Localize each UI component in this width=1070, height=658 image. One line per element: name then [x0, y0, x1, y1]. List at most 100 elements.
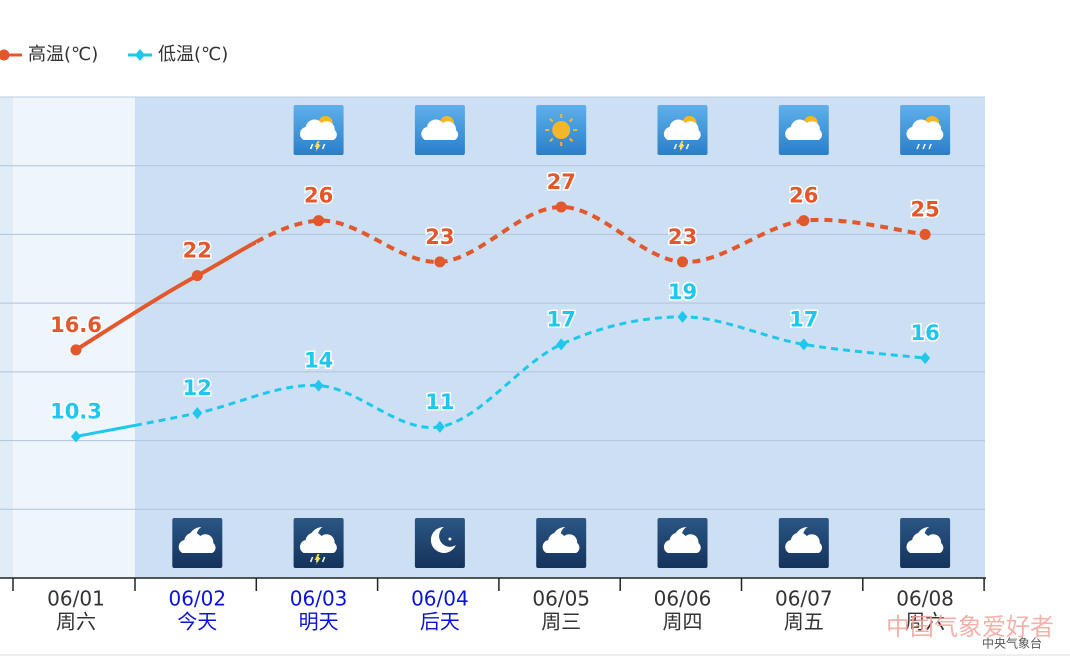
icon-drop [309, 556, 314, 563]
x-tick-sublabel: 周四 [663, 610, 703, 634]
icon-drop [309, 143, 314, 150]
data-label: 26 [789, 184, 818, 208]
weather-icon [172, 518, 223, 568]
data-label: 16 [910, 321, 939, 345]
weather-icon [293, 518, 344, 568]
series-line-forecast [256, 204, 926, 264]
point [71, 430, 81, 443]
data-label: 17 [547, 307, 576, 331]
data-label: 23 [425, 225, 454, 249]
legend-marker [0, 49, 10, 61]
icon-cloud [299, 119, 337, 140]
data-label: 14 [304, 349, 333, 373]
series-line-forecast [135, 315, 926, 430]
icon-drop [673, 143, 678, 150]
icon-drop [685, 143, 690, 150]
icon-drop [928, 143, 932, 150]
x-tick-sublabel: 周五 [784, 610, 824, 634]
icon-moon [430, 527, 456, 554]
plot-bg-past [13, 97, 135, 578]
x-tick-sublabel: 周三 [541, 610, 581, 634]
point [677, 256, 688, 268]
weather-icon [536, 105, 587, 155]
icon-bolt [314, 141, 321, 152]
point [798, 215, 810, 227]
weather-icon [900, 518, 951, 568]
weather-icon [293, 105, 344, 155]
x-tick-label: 06/06 [654, 587, 712, 611]
weather-icon [536, 518, 587, 568]
point [798, 338, 809, 351]
x-tick-label: 06/08 [896, 587, 954, 611]
point [70, 344, 82, 356]
x-tick-sublabel: 今天 [177, 610, 217, 634]
data-label: 10.3 [50, 399, 102, 423]
icon-cloud [785, 532, 823, 553]
x-tick-label: 06/05 [532, 587, 590, 611]
point [313, 379, 324, 392]
data-label: 25 [910, 197, 939, 221]
icon-drop [321, 143, 326, 150]
icon-cloud [299, 532, 337, 553]
icon-cloud [421, 119, 459, 140]
x-tick-sublabel: 后天 [420, 610, 460, 634]
x-tick-label: 06/04 [411, 587, 469, 611]
weather-icon [657, 518, 708, 568]
data-label: 11 [425, 390, 454, 414]
icon-star [448, 537, 452, 541]
x-tick-sublabel: 周六 [56, 610, 96, 634]
x-tick-label: 06/01 [47, 587, 105, 611]
x-tick-sublabel: 周六 [905, 610, 945, 634]
data-label: 26 [304, 184, 333, 208]
point [192, 407, 203, 420]
icon-cloud [542, 532, 580, 553]
data-label: 23 [668, 225, 697, 249]
point [313, 215, 325, 227]
point [556, 338, 567, 351]
point [191, 270, 203, 282]
data-label: 22 [183, 239, 212, 263]
icon-drop [916, 143, 920, 150]
weather-icon [657, 105, 708, 155]
point [434, 256, 446, 268]
watermark: 中国气象爱好者 [886, 613, 1054, 641]
icon-bolt [314, 554, 321, 565]
weather-icon [900, 105, 951, 155]
icon-bolt [678, 141, 685, 152]
icon-ray [549, 137, 554, 143]
icon-cloud [906, 119, 944, 140]
legend-label: 低温(℃) [158, 44, 228, 65]
x-tick-label: 06/07 [775, 587, 833, 611]
weather-icon [778, 518, 829, 568]
legend-marker [135, 49, 145, 61]
data-label: 17 [789, 307, 818, 331]
data-label: 19 [668, 280, 697, 304]
weather-icon [414, 518, 465, 568]
icon-cloud [663, 119, 701, 140]
icon-drop [922, 143, 926, 150]
icon-drop [321, 556, 326, 563]
icon-cloud [663, 532, 701, 553]
icon-cloud [178, 532, 216, 553]
data-label: 16.6 [50, 313, 102, 337]
data-label: 27 [547, 170, 576, 194]
x-tick-label: 06/03 [290, 587, 348, 611]
weather-icon [414, 105, 465, 155]
plot-bg-forecast [135, 97, 985, 578]
plot-bg-edge [0, 97, 13, 578]
source-label: 中央气象台 [982, 636, 1042, 651]
icon-ray [568, 137, 574, 143]
x-tick-label: 06/02 [168, 587, 226, 611]
point [555, 201, 567, 213]
icon-ray [568, 117, 574, 123]
point [434, 420, 445, 433]
legend-label: 高温(℃) [28, 44, 98, 65]
series-line [74, 239, 256, 352]
weather-icon [778, 105, 829, 155]
icon-sun [552, 121, 571, 139]
data-label: 12 [183, 376, 212, 400]
icon-ray [549, 117, 554, 123]
icon-cloud [785, 119, 823, 140]
point [920, 352, 931, 365]
